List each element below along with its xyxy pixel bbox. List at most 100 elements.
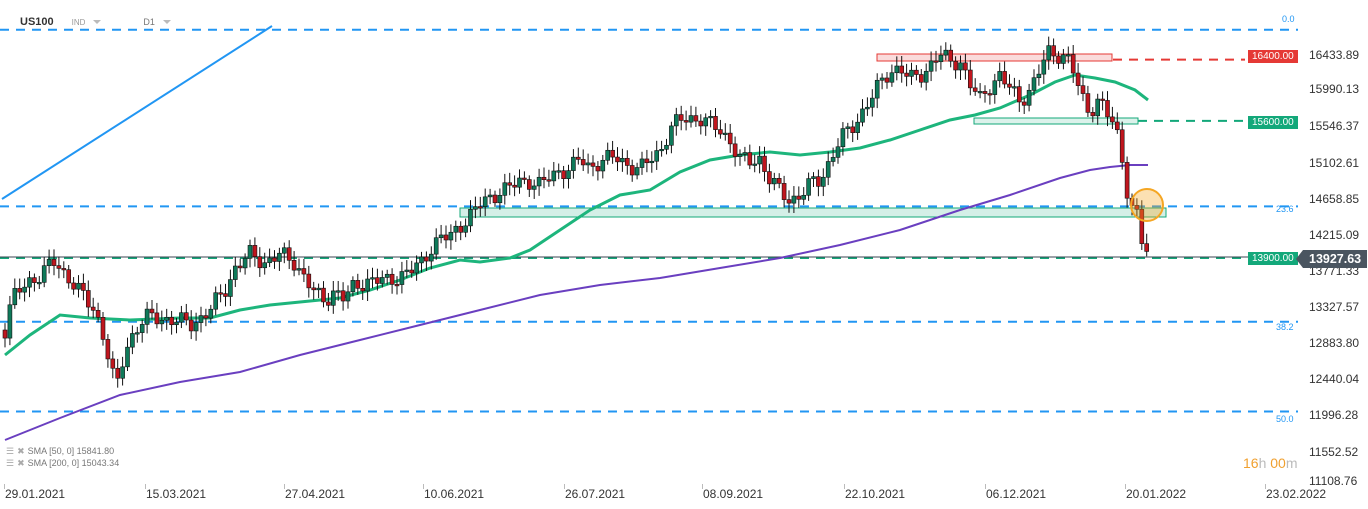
candle-body bbox=[12, 288, 18, 306]
symbol-type: IND bbox=[71, 17, 86, 27]
legend-item-sma200[interactable]: ☰ ✖ SMA [200, 0] 15043.34 bbox=[6, 457, 119, 469]
candle-body bbox=[7, 304, 13, 339]
resistance-zone bbox=[876, 53, 1113, 62]
candle-body bbox=[953, 60, 958, 71]
candle-body bbox=[424, 256, 429, 262]
y-tick: 11552.52 bbox=[1309, 445, 1359, 459]
candle-body bbox=[345, 291, 351, 302]
candle-body bbox=[860, 108, 865, 123]
indicator-legend: ☰ ✖ SMA [50, 0] 15841.80 ☰ ✖ SMA [200, 0… bbox=[6, 445, 119, 469]
candle-body bbox=[963, 62, 968, 71]
symbol-name[interactable]: US100 bbox=[20, 16, 54, 28]
candle-body bbox=[379, 277, 385, 284]
candle-body bbox=[1036, 73, 1042, 79]
candle-body bbox=[620, 157, 625, 163]
candle-body bbox=[820, 176, 826, 187]
candle-body bbox=[370, 277, 375, 280]
candle-body bbox=[2, 329, 8, 339]
candle-body bbox=[904, 72, 909, 77]
candle-body bbox=[218, 292, 223, 295]
sma50-line bbox=[4, 73, 1149, 357]
candle-body bbox=[1075, 72, 1081, 86]
fib-trend-line bbox=[1, 25, 273, 200]
timeframe-dropdown-icon[interactable] bbox=[162, 20, 171, 24]
candle-body bbox=[585, 162, 591, 166]
candle-body bbox=[752, 163, 758, 166]
candle-body bbox=[615, 156, 620, 163]
support-level-tag[interactable]: 13900.00 bbox=[1248, 252, 1298, 265]
candle-body bbox=[835, 146, 841, 158]
candle-body bbox=[639, 158, 645, 168]
legend-label: SMA [200, 0] 15043.34 bbox=[27, 458, 120, 468]
candle-body bbox=[517, 177, 522, 188]
candle-body bbox=[237, 265, 243, 269]
candle-body bbox=[404, 269, 410, 272]
legend-item-sma50[interactable]: ☰ ✖ SMA [50, 0] 15841.80 bbox=[6, 445, 119, 457]
candle-body bbox=[909, 69, 914, 77]
candle-body bbox=[796, 195, 802, 200]
candle-body bbox=[972, 87, 978, 92]
candle-body bbox=[933, 60, 939, 63]
candle-body bbox=[330, 290, 336, 306]
close-icon[interactable]: ✖ bbox=[17, 446, 25, 456]
candle-body bbox=[840, 128, 846, 148]
candle-body bbox=[375, 277, 380, 284]
timeframe-selector[interactable]: D1 bbox=[143, 17, 155, 27]
candle-body bbox=[1046, 45, 1051, 61]
candle-body bbox=[1002, 71, 1007, 85]
candle-body bbox=[816, 176, 821, 187]
candle-body bbox=[203, 315, 209, 319]
symbol-bar[interactable]: US100 IND D1 bbox=[20, 16, 171, 28]
legend-label: SMA [50, 0] 15841.80 bbox=[27, 446, 115, 456]
candle-body bbox=[781, 183, 787, 200]
x-tick: 08.09.2021 bbox=[701, 484, 764, 501]
candle-body bbox=[894, 65, 900, 74]
candle-body bbox=[247, 245, 253, 259]
candle-body bbox=[419, 256, 424, 264]
candle-body bbox=[154, 312, 160, 325]
candle-body bbox=[262, 262, 268, 269]
y-tick: 15102.61 bbox=[1309, 156, 1360, 170]
y-tick: 15990.13 bbox=[1309, 82, 1360, 96]
candle-body bbox=[61, 268, 67, 271]
symbol-dropdown-icon[interactable] bbox=[93, 20, 102, 24]
candle-body bbox=[350, 280, 356, 293]
candle-body bbox=[1110, 116, 1115, 123]
candle-body bbox=[1026, 89, 1032, 106]
candle-body bbox=[477, 206, 483, 209]
y-tick: 11996.28 bbox=[1309, 408, 1359, 422]
close-icon[interactable]: ✖ bbox=[17, 458, 25, 468]
candle-body bbox=[693, 115, 699, 122]
candle-body bbox=[458, 225, 464, 233]
y-tick: 14658.85 bbox=[1309, 192, 1360, 206]
x-tick: 23.02.2022 bbox=[1264, 484, 1327, 501]
candle-body bbox=[1041, 59, 1047, 75]
resistance-level-tag[interactable]: 16400.00 bbox=[1248, 50, 1298, 63]
candle-body bbox=[742, 152, 748, 155]
candle-body bbox=[233, 265, 238, 280]
candle-body bbox=[1061, 54, 1066, 64]
candle-body bbox=[174, 321, 179, 326]
candle-body bbox=[727, 132, 733, 145]
candle-body bbox=[71, 282, 76, 290]
candle-body bbox=[76, 282, 81, 290]
settings-icon[interactable]: ☰ bbox=[6, 458, 15, 468]
candle-body bbox=[977, 91, 983, 94]
settings-icon[interactable]: ☰ bbox=[6, 446, 15, 456]
candle-body bbox=[277, 252, 282, 262]
candle-body bbox=[473, 206, 478, 210]
candle-body bbox=[899, 65, 905, 74]
candle-body bbox=[164, 316, 169, 321]
candle-body bbox=[1115, 121, 1120, 131]
support-level-tag[interactable]: 15600.00 bbox=[1248, 116, 1298, 129]
candle-body bbox=[624, 157, 630, 166]
candle-body bbox=[135, 332, 140, 335]
candle-body bbox=[90, 306, 96, 311]
y-tick: 12440.04 bbox=[1309, 372, 1360, 386]
x-tick: 29.01.2021 bbox=[3, 484, 66, 501]
candle-body bbox=[536, 176, 542, 187]
candle-body bbox=[855, 121, 860, 133]
candle-body bbox=[874, 79, 880, 99]
